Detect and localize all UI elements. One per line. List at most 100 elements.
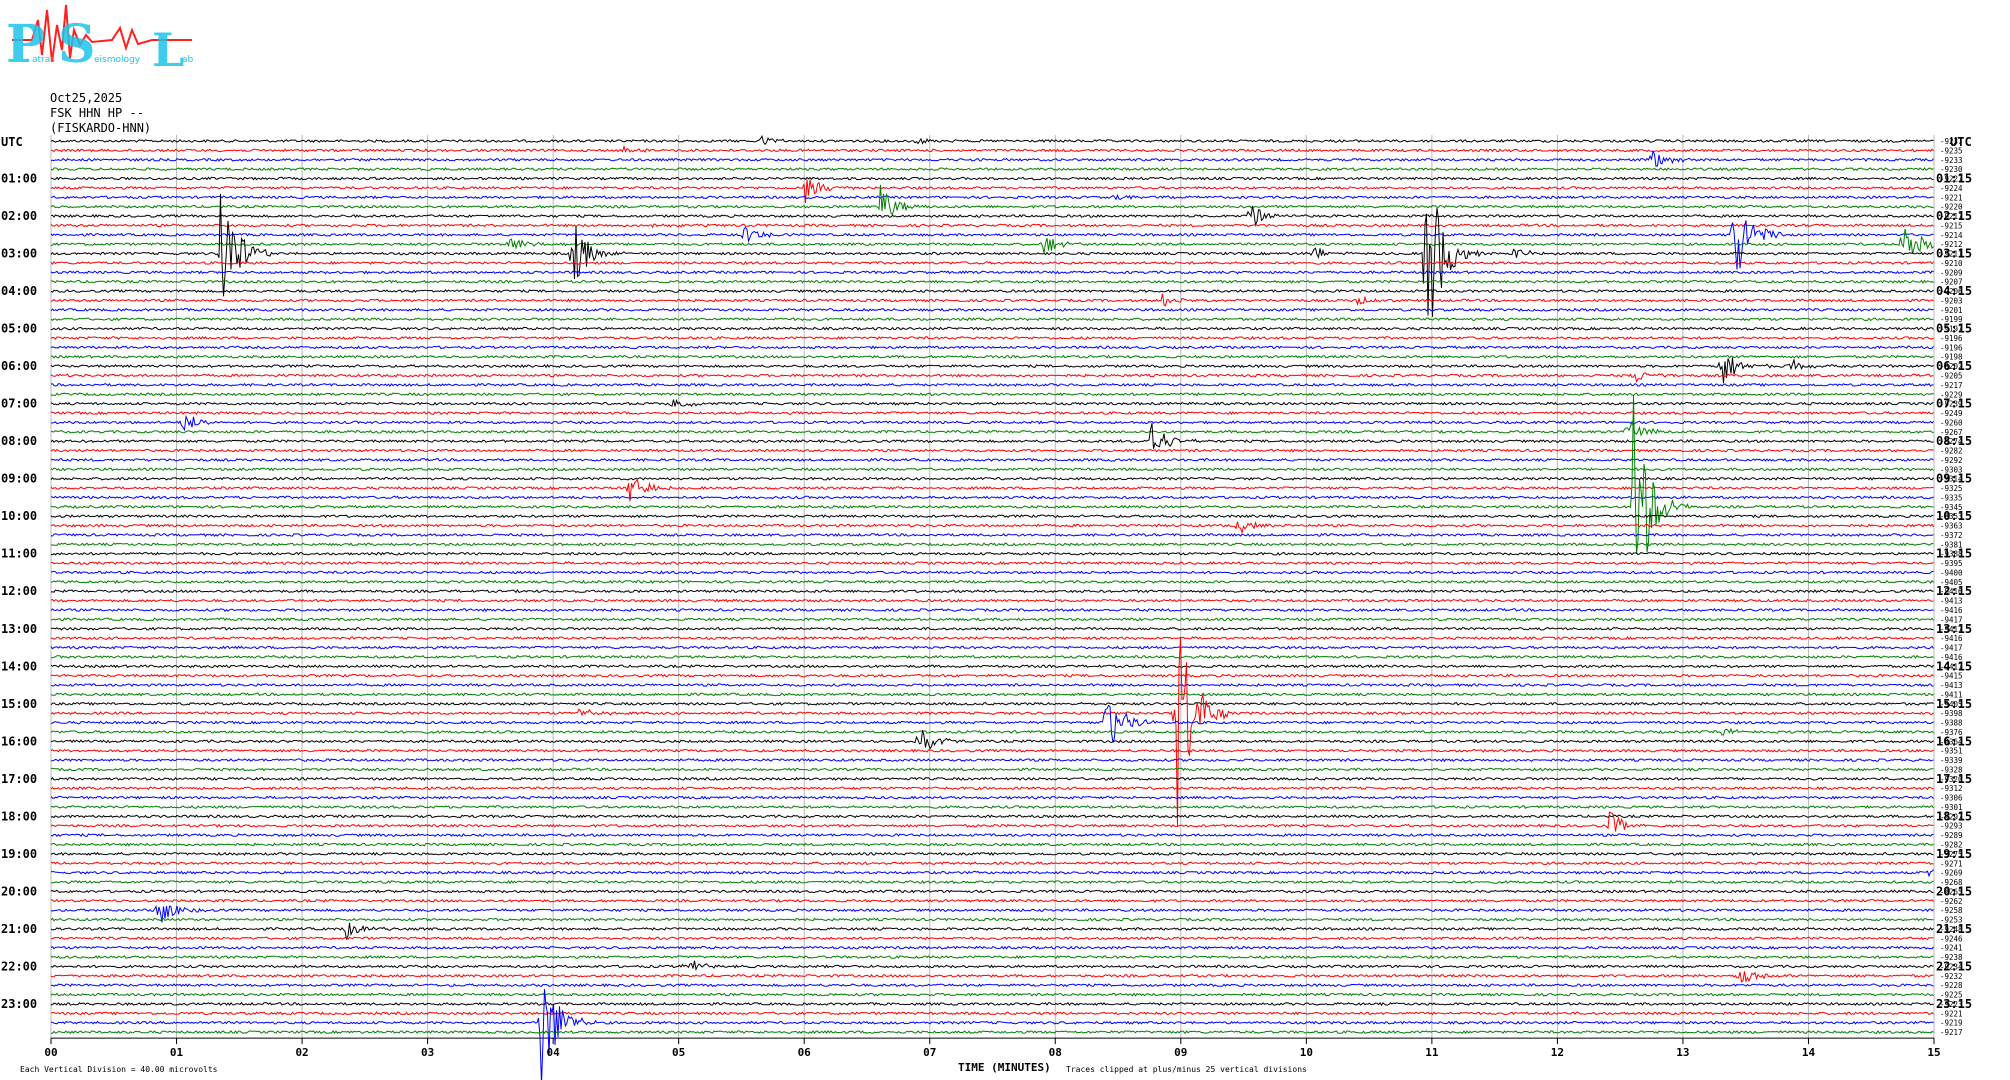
- trace-offset-label: -9416: [1940, 606, 1963, 615]
- trace-offset-label: -9376: [1940, 728, 1963, 737]
- seismic-trace: [50, 971, 1934, 984]
- trace-offset-label: -9416: [1940, 634, 1963, 643]
- x-tick-label: 09: [1174, 1046, 1187, 1059]
- seismic-trace: [50, 179, 1934, 204]
- trace-offset-label: -9353: [1940, 512, 1963, 521]
- trace-offset-label: -9398: [1940, 709, 1963, 718]
- seismic-trace: [50, 307, 1934, 312]
- right-hour-label: 15:15: [1936, 697, 1972, 711]
- seismic-trace: [50, 144, 1934, 153]
- seismic-trace: [50, 354, 1934, 359]
- clip-note: Traces clipped at plus/minus 25 vertical…: [1066, 1065, 1307, 1074]
- logo-word-eismology: eismology: [94, 55, 141, 65]
- seismic-trace: [50, 372, 1934, 383]
- trace-offset-label: -9417: [1940, 662, 1963, 671]
- seismic-trace: [50, 804, 1934, 810]
- seismic-traces: [50, 134, 1934, 1080]
- trace-offset-label: -9325: [1940, 484, 1963, 493]
- scale-note: Each Vertical Division = 40.00 microvolt…: [20, 1065, 218, 1074]
- left-hour-label: 13:00: [1, 622, 37, 636]
- trace-offset-label: -9199: [1940, 315, 1963, 324]
- left-hour-label: 14:00: [1, 659, 37, 673]
- trace-offset-label: -9196: [1940, 343, 1963, 352]
- station-label: FSK HHN HP --: [50, 106, 144, 120]
- seismic-trace: [50, 134, 1934, 146]
- trace-offset-label: -9388: [1940, 719, 1963, 728]
- trace-offset-label: -9335: [1940, 493, 1963, 502]
- seismic-trace: [50, 954, 1934, 960]
- trace-offset-label: -9234: [1940, 962, 1963, 971]
- seismic-trace: [50, 260, 1934, 265]
- trace-offset-label: -9320: [1940, 775, 1963, 784]
- trace-offset-label: -9339: [1940, 756, 1963, 765]
- seismic-trace: [50, 898, 1934, 903]
- trace-offset-label: -9413: [1940, 597, 1963, 606]
- left-hour-label: 03:00: [1, 247, 37, 261]
- left-hour-label: 21:00: [1, 922, 37, 936]
- logo-letter-s: S: [58, 14, 96, 75]
- seismic-trace: [50, 701, 1934, 706]
- left-hour-label: 09:00: [1, 472, 37, 486]
- trace-offset-label: -9293: [1940, 822, 1963, 831]
- trace-offset-label: -9237: [1940, 137, 1963, 146]
- seismic-trace: [50, 607, 1934, 613]
- trace-offset-label: -9351: [1940, 747, 1963, 756]
- trace-offset-label: -9219: [1940, 1019, 1963, 1028]
- left-hour-label: 08:00: [1, 434, 37, 448]
- seismic-trace: [50, 645, 1934, 650]
- left-utc-title: UTC: [1, 135, 23, 149]
- trace-offset-label: -9238: [1940, 953, 1963, 962]
- right-hour-label: 17:15: [1936, 772, 1972, 786]
- trace-offset-label: -9269: [1940, 869, 1963, 878]
- seismic-trace: [50, 551, 1934, 556]
- seismic-trace: [50, 811, 1934, 832]
- trace-offset-label: -9364: [1940, 737, 1963, 746]
- seismic-trace: [50, 476, 1934, 481]
- trace-offset-label: -9197: [1940, 325, 1963, 334]
- trace-offset-label: -9301: [1940, 803, 1963, 812]
- seismic-trace: [50, 478, 1934, 502]
- seismic-trace: [50, 904, 1934, 923]
- trace-offset-label: -9282: [1940, 841, 1963, 850]
- trace-offset-label: -9363: [1940, 522, 1963, 531]
- seismic-trace: [50, 879, 1934, 885]
- right-hour-label: 23:15: [1936, 997, 1972, 1011]
- right-hour-label: 18:15: [1936, 809, 1972, 823]
- seismic-trace: [50, 960, 1934, 972]
- x-tick-label: 07: [923, 1046, 936, 1059]
- seismic-trace: [50, 664, 1934, 669]
- trace-offset-label: -9223: [1940, 1000, 1963, 1009]
- x-tick-label: 10: [1300, 1046, 1313, 1059]
- right-hour-label: 12:15: [1936, 584, 1972, 598]
- logo-word-ab: ab: [182, 55, 194, 65]
- seismic-trace: [50, 457, 1934, 463]
- left-hour-label: 02:00: [1, 209, 37, 223]
- trace-offset-label: -9411: [1940, 690, 1963, 699]
- x-tick-label: 01: [170, 1046, 184, 1059]
- seismic-trace: [50, 682, 1934, 688]
- trace-offset-label: -9274: [1940, 437, 1963, 446]
- seismic-trace: [51, 936, 1934, 941]
- trace-offset-label: -9198: [1940, 353, 1963, 362]
- left-hour-label: 18:00: [1, 809, 37, 823]
- trace-offset-label: -9314: [1940, 475, 1963, 484]
- x-tick-label: 08: [1049, 1046, 1062, 1059]
- right-hour-label: 08:15: [1936, 434, 1972, 448]
- trace-offset-label: -9400: [1940, 568, 1963, 577]
- seismic-trace: [50, 542, 1934, 547]
- seismic-trace: [50, 398, 1934, 408]
- seismic-trace: [50, 923, 1934, 941]
- x-tick-label: 12: [1551, 1046, 1564, 1059]
- seismic-trace: [50, 776, 1934, 781]
- left-hour-label: 12:00: [1, 584, 37, 598]
- seismic-trace: [50, 579, 1934, 584]
- right-hour-label: 14:15: [1936, 659, 1972, 673]
- seismic-trace: [50, 786, 1934, 791]
- seismic-trace: [50, 917, 1934, 922]
- logo-seismic-wave: [12, 4, 192, 63]
- logo-letter-p: P: [6, 14, 45, 75]
- trace-offset-label: -9289: [1940, 831, 1963, 840]
- seismic-trace: [50, 673, 1934, 678]
- right-utc-title: UTC: [1950, 135, 1972, 149]
